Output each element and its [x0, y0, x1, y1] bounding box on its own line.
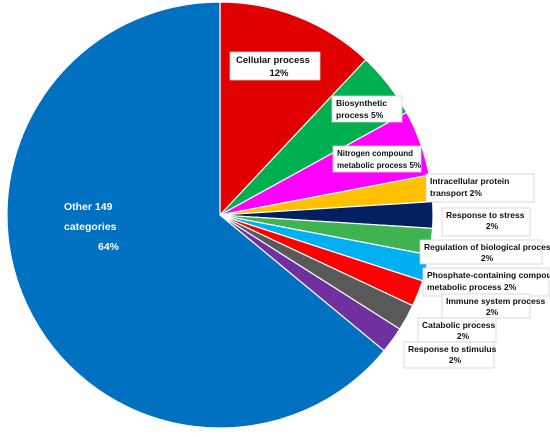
slice-label-nitrogen-compound-metabolic-process: Nitrogen compound metabolic process 5%: [332, 145, 422, 173]
svg-text:metabolic process 2%: metabolic process 2%: [427, 282, 517, 292]
slice-label-cellular-process: Cellular process 12%: [229, 51, 321, 81]
svg-text:metabolic process 5%: metabolic process 5%: [337, 161, 421, 170]
svg-text:Immune system process: Immune system process: [446, 296, 545, 306]
pie-labels: Cellular process 12% Biosynthetic process 5…: [64, 51, 550, 369]
slice-label-intracellular-protein-transport: Intracellular protein transport 2%: [425, 173, 535, 203]
svg-text:64%: 64%: [98, 241, 120, 253]
svg-text:2%: 2%: [449, 355, 462, 365]
slice-label-phosphate-containing-compound-metabolic-process: Phosphate-containing compound metabolic p…: [422, 267, 550, 297]
svg-text:process 5%: process 5%: [336, 110, 384, 120]
svg-text:Biosynthetic: Biosynthetic: [336, 98, 387, 108]
svg-text:categories: categories: [64, 221, 117, 233]
svg-text:2%: 2%: [457, 331, 470, 341]
slice-label-other-149-categories: Other 149 categories 64%: [64, 201, 120, 253]
svg-text:Catabolic process: Catabolic process: [422, 320, 495, 330]
svg-text:Nitrogen compound: Nitrogen compound: [337, 149, 413, 158]
svg-text:Response to stimulus: Response to stimulus: [408, 344, 497, 354]
svg-text:2%: 2%: [481, 253, 494, 263]
svg-text:transport 2%: transport 2%: [430, 188, 482, 198]
svg-text:12%: 12%: [269, 68, 289, 79]
svg-text:Cellular process: Cellular process: [236, 55, 310, 66]
pie-slice-other-149-categories: [6, 1, 385, 429]
svg-text:2%: 2%: [486, 307, 499, 317]
svg-text:Regulation of biological proce: Regulation of biological process: [424, 242, 550, 252]
svg-text:Response to stress: Response to stress: [446, 210, 525, 220]
slice-label-biosynthetic-process: Biosynthetic process 5%: [331, 95, 403, 123]
svg-text:Phosphate-containing compound: Phosphate-containing compound: [427, 270, 550, 280]
svg-text:2%: 2%: [486, 221, 499, 231]
pie-slices: [6, 1, 434, 429]
svg-text:Intracellular protein: Intracellular protein: [430, 176, 509, 186]
svg-text:Other 149: Other 149: [64, 201, 113, 213]
